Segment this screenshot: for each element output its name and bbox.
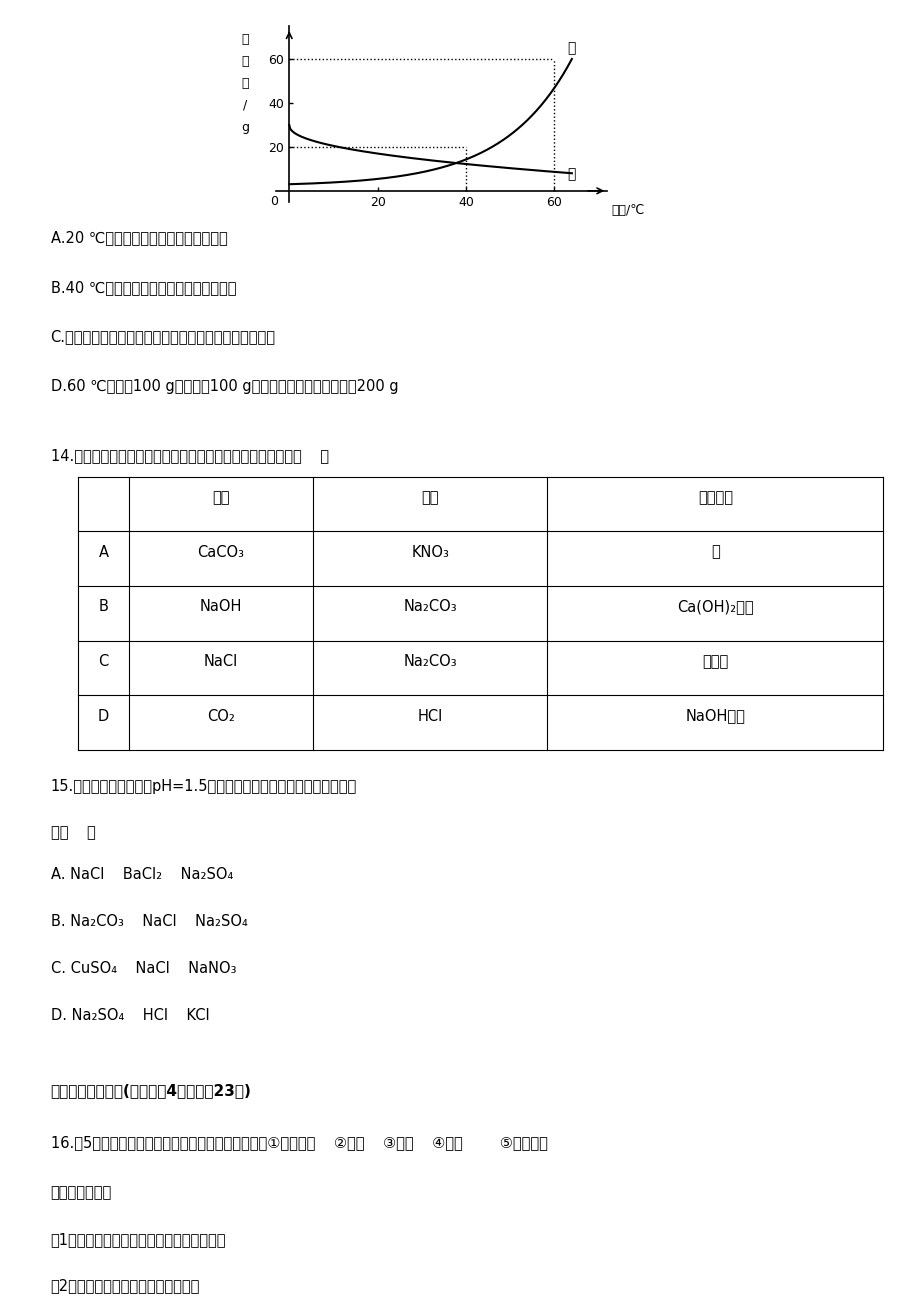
Text: A. NaCl    BaCl₂    Na₂SO₄: A. NaCl BaCl₂ Na₂SO₄	[51, 867, 233, 883]
Text: 溶: 溶	[241, 33, 248, 46]
Text: 除杂试剂: 除杂试剂	[697, 490, 732, 505]
Text: 度: 度	[241, 77, 248, 90]
Text: B. Na₂CO₃    NaCl    Na₂SO₄: B. Na₂CO₃ NaCl Na₂SO₄	[51, 914, 247, 930]
Text: KNO₃: KNO₃	[411, 544, 448, 560]
Text: 甲: 甲	[567, 40, 575, 55]
Text: 二、填空与简答题(本题包括4小题，內23分): 二、填空与简答题(本题包括4小题，內23分)	[51, 1083, 251, 1099]
Text: （2）形成酸雨的物质是＿＿＿＿＿；: （2）形成酸雨的物质是＿＿＿＿＿；	[51, 1279, 199, 1294]
Text: NaOH溶液: NaOH溶液	[685, 708, 744, 724]
Text: 14.除去下列物质中所含少量杂质，所用除杂试剂不合理的是（    ）: 14.除去下列物质中所含少量杂质，所用除杂试剂不合理的是（ ）	[51, 448, 328, 464]
Text: NaCl: NaCl	[203, 654, 238, 669]
Text: HCl: HCl	[417, 708, 442, 724]
Text: 温度/℃: 温度/℃	[611, 204, 644, 217]
Text: C: C	[98, 654, 108, 669]
Text: CaCO₃: CaCO₃	[197, 544, 244, 560]
Text: 是（    ）: 是（ ）	[51, 825, 96, 841]
Text: C. CuSO₄    NaCl    NaNO₃: C. CuSO₄ NaCl NaNO₃	[51, 961, 236, 976]
Text: B: B	[98, 599, 108, 615]
Text: D. Na₂SO₄    HCl    KCl: D. Na₂SO₄ HCl KCl	[51, 1008, 209, 1023]
Text: 请用序号填空。: 请用序号填空。	[51, 1185, 112, 1200]
Text: 15.下列各组物质，能在pH=1.5的溶液中大量共存，且形成无色溶液的: 15.下列各组物质，能在pH=1.5的溶液中大量共存，且形成无色溶液的	[51, 779, 357, 794]
Text: Na₂CO₃: Na₂CO₃	[403, 654, 457, 669]
Text: 物质: 物质	[211, 490, 230, 505]
Text: D.60 ℃时，在100 g水中加入100 g甲，充分溶解后溶液质量为200 g: D.60 ℃时，在100 g水中加入100 g甲，充分溶解后溶液质量为200 g	[51, 379, 398, 395]
Text: g: g	[241, 121, 249, 134]
Text: B.40 ℃时，甲、乙两种物质的溶解度相等: B.40 ℃时，甲、乙两种物质的溶解度相等	[51, 280, 236, 296]
Text: （1）厨房中常用的调味品是＿＿＿＿＿＿；: （1）厨房中常用的调味品是＿＿＿＿＿＿；	[51, 1232, 226, 1247]
Text: 解: 解	[241, 55, 248, 68]
Text: 稀盐酸: 稀盐酸	[701, 654, 728, 669]
Text: D: D	[97, 708, 109, 724]
Text: 乙: 乙	[567, 168, 575, 181]
Text: 16.（5分）化学就在我们身边，现有下列几种物质：①二氧化硫    ②酒精    ③食盐    ④氢气        ⑤稀硫酸，: 16.（5分）化学就在我们身边，现有下列几种物质：①二氧化硫 ②酒精 ③食盐 ④…	[51, 1135, 547, 1151]
Text: NaOH: NaOH	[199, 599, 242, 615]
Text: 0: 0	[269, 195, 278, 208]
Text: A.20 ℃时，甲的溶解度大于乙的溶解度: A.20 ℃时，甲的溶解度大于乙的溶解度	[51, 230, 227, 246]
Text: A: A	[98, 544, 108, 560]
Text: Ca(OH)₂溶液: Ca(OH)₂溶液	[676, 599, 753, 615]
Text: Na₂CO₃: Na₂CO₃	[403, 599, 457, 615]
Text: C.采用降温的方法可以将乙的不饱和溶液转化为饱和溶液: C.采用降温的方法可以将乙的不饱和溶液转化为饱和溶液	[51, 329, 276, 345]
Text: 杂质: 杂质	[421, 490, 438, 505]
Text: CO₂: CO₂	[207, 708, 234, 724]
Text: /: /	[243, 99, 247, 112]
Text: 水: 水	[710, 544, 719, 560]
